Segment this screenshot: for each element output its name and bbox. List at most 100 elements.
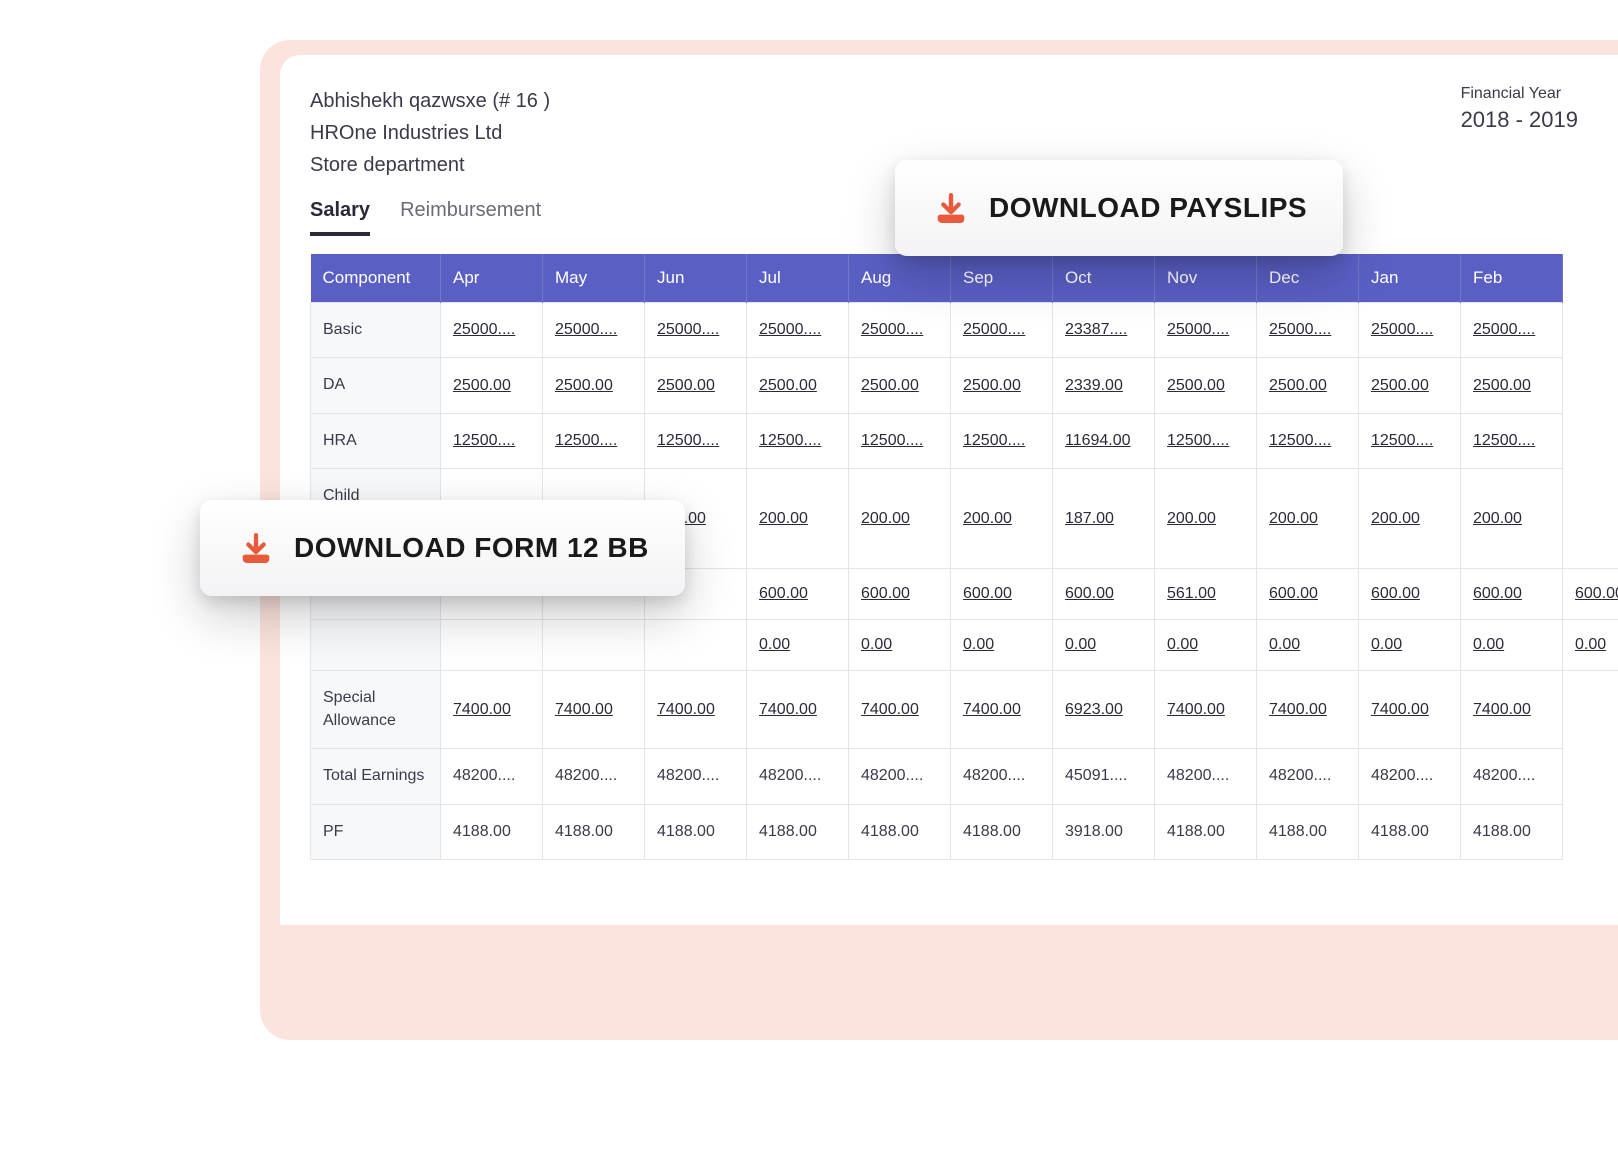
cell-value: 48200.... xyxy=(543,749,645,804)
value-link[interactable]: 200.00 xyxy=(759,510,808,527)
value-link[interactable]: 25000.... xyxy=(759,321,821,338)
value-link[interactable]: 600.00 xyxy=(1371,585,1420,602)
value-link[interactable]: 0.00 xyxy=(861,636,892,653)
value-link[interactable]: 600.00 xyxy=(1473,585,1522,602)
value-link[interactable]: 600.00 xyxy=(759,585,808,602)
employee-info: Abhishekh qazwsxe (# 16 ) HROne Industri… xyxy=(310,85,550,181)
value-link[interactable]: 2500.00 xyxy=(759,377,817,394)
value-link[interactable]: 200.00 xyxy=(861,510,910,527)
value-link[interactable]: 25000.... xyxy=(1473,321,1535,338)
value-link[interactable]: 12500.... xyxy=(1269,432,1331,449)
value-link[interactable]: 0.00 xyxy=(1065,636,1096,653)
value-link[interactable]: 7400.00 xyxy=(1371,701,1429,718)
cell-value: 4188.00 xyxy=(645,804,747,859)
value-link[interactable]: 6923.00 xyxy=(1065,701,1123,718)
cell-value: 600.00 xyxy=(849,569,951,620)
value-link[interactable]: 11694.00 xyxy=(1065,432,1131,449)
value-link[interactable]: 2500.00 xyxy=(861,377,919,394)
value-link[interactable]: 7400.00 xyxy=(861,701,919,718)
value-link[interactable]: 25000.... xyxy=(1371,321,1433,338)
cell-value: 7400.00 xyxy=(1359,671,1461,749)
cell-value: 200.00 xyxy=(1257,469,1359,569)
value-link[interactable]: 600.00 xyxy=(1575,585,1618,602)
col-month: Aug xyxy=(849,254,951,303)
value-link[interactable]: 12500.... xyxy=(1167,432,1229,449)
cell-value: 4188.00 xyxy=(1461,804,1563,859)
value-link[interactable]: 12500.... xyxy=(759,432,821,449)
cell-value: 12500.... xyxy=(1257,413,1359,468)
value-link[interactable]: 600.00 xyxy=(861,585,910,602)
cell-value: 4188.00 xyxy=(543,804,645,859)
value-link[interactable]: 2500.00 xyxy=(453,377,511,394)
value-link[interactable]: 25000.... xyxy=(963,321,1025,338)
value-link[interactable]: 7400.00 xyxy=(555,701,613,718)
value-link[interactable]: 7400.00 xyxy=(453,701,511,718)
cell-value: 600.00 xyxy=(951,569,1053,620)
financial-year-value: 2018 - 2019 xyxy=(1461,107,1578,133)
value-link[interactable]: 200.00 xyxy=(1167,510,1216,527)
download-form12bb-card[interactable]: DOWNLOAD FORM 12 BB xyxy=(200,500,685,596)
cell-component: Special Allowance xyxy=(311,671,441,749)
cell-value: 48200.... xyxy=(747,749,849,804)
value-link[interactable]: 200.00 xyxy=(1473,510,1522,527)
cell-value: 48200.... xyxy=(1359,749,1461,804)
value-link[interactable]: 2500.00 xyxy=(1269,377,1327,394)
value-link[interactable]: 25000.... xyxy=(453,321,515,338)
value-link[interactable]: 2339.00 xyxy=(1065,377,1123,394)
value-link[interactable]: 0.00 xyxy=(759,636,790,653)
value-link[interactable]: 200.00 xyxy=(1371,510,1420,527)
cell-value: 48200.... xyxy=(645,749,747,804)
value-link[interactable]: 7400.00 xyxy=(963,701,1021,718)
tab-salary[interactable]: Salary xyxy=(310,199,370,236)
value-link[interactable]: 0.00 xyxy=(1473,636,1504,653)
value-link[interactable]: 600.00 xyxy=(963,585,1012,602)
value-link[interactable]: 25000.... xyxy=(1269,321,1331,338)
value-link[interactable]: 187.00 xyxy=(1065,510,1114,527)
table-row: 0.00 0.00 0.00 0.00 0.00 0.00 0.00 0.00 0.00 xyxy=(311,620,1618,671)
value-link[interactable]: 2500.00 xyxy=(555,377,613,394)
cell-value: 4188.00 xyxy=(1359,804,1461,859)
value-link[interactable]: 12500.... xyxy=(963,432,1025,449)
cell-value: 4188.00 xyxy=(951,804,1053,859)
value-link[interactable]: 2500.00 xyxy=(963,377,1021,394)
value-link[interactable]: 25000.... xyxy=(657,321,719,338)
value-link[interactable]: 2500.00 xyxy=(1371,377,1429,394)
cell-value: 45091.... xyxy=(1053,749,1155,804)
value-link[interactable]: 2500.00 xyxy=(657,377,715,394)
value-link[interactable]: 25000.... xyxy=(555,321,617,338)
value-link[interactable]: 7400.00 xyxy=(657,701,715,718)
tab-reimbursement[interactable]: Reimbursement xyxy=(400,199,541,236)
download-payslips-card[interactable]: DOWNLOAD PAYSLIPS xyxy=(895,160,1343,256)
value-link[interactable]: 0.00 xyxy=(1575,636,1606,653)
value-link[interactable]: 12500.... xyxy=(657,432,719,449)
table-row: Special Allowance 7400.00 7400.00 7400.00 74… xyxy=(311,671,1618,749)
cell-value: 200.00 xyxy=(951,469,1053,569)
value-link[interactable]: 200.00 xyxy=(963,510,1012,527)
value-link[interactable]: 2500.00 xyxy=(1473,377,1531,394)
value-link[interactable]: 7400.00 xyxy=(1167,701,1225,718)
value-link[interactable]: 12500.... xyxy=(453,432,515,449)
table-row: DA2500.002500.002500.002500.002500.00250… xyxy=(311,358,1618,413)
cell-value: 7400.00 xyxy=(543,671,645,749)
value-link[interactable]: 561.00 xyxy=(1167,585,1216,602)
value-link[interactable]: 0.00 xyxy=(1167,636,1198,653)
cell-value xyxy=(645,620,747,671)
value-link[interactable]: 0.00 xyxy=(1371,636,1402,653)
value-link[interactable]: 2500.00 xyxy=(1167,377,1225,394)
value-link[interactable]: 25000.... xyxy=(1167,321,1229,338)
value-link[interactable]: 7400.00 xyxy=(759,701,817,718)
value-link[interactable]: 0.00 xyxy=(1269,636,1300,653)
value-link[interactable]: 12500.... xyxy=(555,432,617,449)
value-link[interactable]: 0.00 xyxy=(963,636,994,653)
value-link[interactable]: 7400.00 xyxy=(1269,701,1327,718)
value-link[interactable]: 12500.... xyxy=(1473,432,1535,449)
value-link[interactable]: 25000.... xyxy=(861,321,923,338)
value-link[interactable]: 600.00 xyxy=(1065,585,1114,602)
value-link[interactable]: 200.00 xyxy=(1269,510,1318,527)
value-link[interactable]: 12500.... xyxy=(861,432,923,449)
col-month: Oct xyxy=(1053,254,1155,303)
value-link[interactable]: 12500.... xyxy=(1371,432,1433,449)
value-link[interactable]: 7400.00 xyxy=(1473,701,1531,718)
value-link[interactable]: 23387.... xyxy=(1065,321,1127,338)
value-link[interactable]: 600.00 xyxy=(1269,585,1318,602)
